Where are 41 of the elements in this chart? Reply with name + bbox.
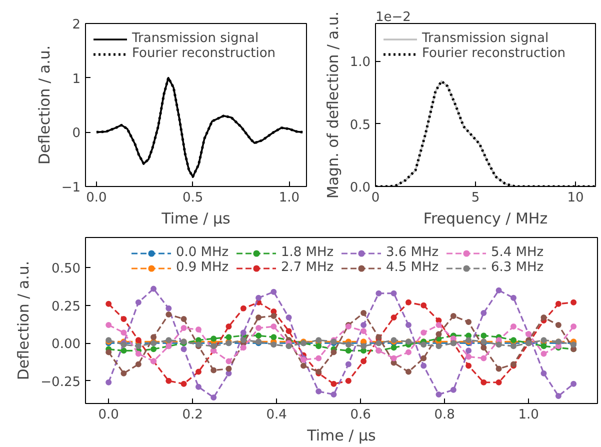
y-axis-title: Deflection / a.u. (14, 260, 33, 380)
x-axis-title: Time / µs (160, 210, 231, 228)
legend-label: Fourier reconstruction (132, 46, 276, 61)
legend-label: 0.0 MHz (176, 245, 230, 260)
y-tick-label: 0.0 (350, 180, 371, 196)
legend-label: 6.3 MHz (491, 260, 545, 275)
x-axis-title: Time / µs (306, 426, 376, 444)
legend-label: Transmission signal (132, 31, 259, 46)
x-axis-title: Frequency / MHz (423, 210, 548, 228)
y-tick-label: 2 (72, 18, 81, 32)
legend-label: Fourier reconstruction (422, 46, 566, 61)
y-tick-label: −0.25 (40, 374, 81, 390)
legend-label: 0.9 MHz (176, 260, 230, 275)
legend-label: 2.7 MHz (281, 260, 335, 275)
x-tick-label: 1.0 (278, 190, 300, 206)
y-tick-label: −1 (61, 180, 81, 196)
x-tick-label: 0.0 (98, 408, 119, 422)
y-tick-label: 1 (72, 72, 81, 87)
legend-label: 3.6 MHz (386, 245, 440, 260)
x-tick-label: 0.0 (86, 190, 107, 206)
y-tick-label: 1.0 (350, 55, 371, 70)
x-tick-label: 0.2 (182, 408, 203, 422)
x-tick-label: 0.6 (350, 408, 371, 422)
y-tick-label: 0 (72, 126, 81, 142)
x-tick-label: 0.4 (266, 408, 287, 422)
legend-label: 1.8 MHz (281, 245, 335, 260)
y-tick-label: 0.00 (52, 337, 81, 352)
x-tick-label: 0.8 (434, 408, 455, 422)
legend-label: 4.5 MHz (386, 260, 440, 275)
x-tick-label: 5 (471, 190, 480, 206)
legend-label: Transmission signal (422, 31, 549, 46)
y-tick-label: 0.5 (350, 118, 371, 133)
y-axis-title: Deflection / a.u. (35, 45, 54, 165)
x-tick-label: 1.0 (518, 408, 539, 422)
legend-label: 5.4 MHz (491, 245, 545, 260)
annotation: 1e−2 (376, 10, 411, 25)
x-tick-label: 0.5 (182, 190, 204, 206)
y-axis-title: Magn. of deflection / a.u. (324, 11, 342, 199)
x-tick-label: 10 (567, 190, 584, 206)
y-tick-label: 0.25 (52, 299, 81, 314)
y-tick-label: 0.50 (52, 262, 81, 277)
